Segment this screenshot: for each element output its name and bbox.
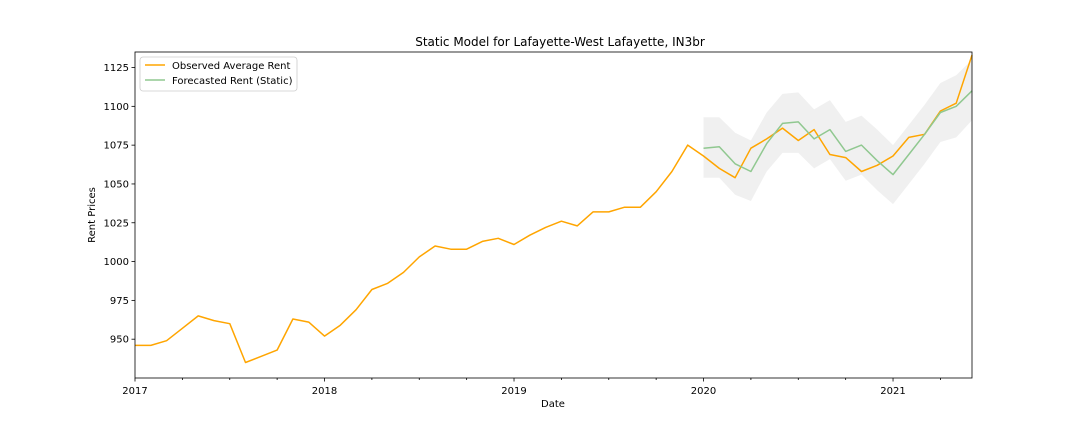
x-tick-label: 2019 (501, 386, 526, 397)
legend-label-observed: Observed Average Rent (172, 61, 291, 72)
legend: Observed Average Rent Forecasted Rent (S… (139, 56, 298, 92)
y-axis-label: Rent Prices (87, 187, 98, 243)
observed-rent-line (135, 54, 973, 364)
y-tick-label: 1000 (104, 257, 129, 268)
x-tick-label: 2017 (122, 386, 147, 397)
legend-frame (139, 56, 298, 92)
x-tick-label: 2021 (880, 386, 905, 397)
y-tick-label: 975 (110, 296, 129, 307)
y-tick-label: 1100 (104, 102, 129, 113)
x-axis: 2017 2018 2019 2020 2021 (122, 378, 941, 397)
x-axis-label: Date (541, 399, 565, 410)
y-tick-label: 1075 (104, 141, 129, 152)
chart-title: Static Model for Lafayette-West Lafayett… (415, 35, 705, 49)
confidence-band-layer (703, 59, 972, 205)
x-tick-label: 2020 (691, 386, 716, 397)
y-tick-label: 1025 (104, 218, 129, 229)
y-tick-label: 1050 (104, 179, 129, 190)
series-layer (135, 54, 973, 364)
y-axis: 950 975 1000 1025 1050 1075 1100 1125 (104, 63, 135, 346)
plot-frame (134, 51, 973, 379)
legend-label-forecast: Forecasted Rent (Static) (172, 76, 293, 87)
forecast-rent-line (703, 90, 973, 176)
x-tick-label: 2018 (312, 386, 337, 397)
y-tick-label: 1125 (104, 63, 129, 74)
forecast-confidence-band (703, 59, 972, 205)
y-tick-label: 950 (110, 335, 129, 346)
